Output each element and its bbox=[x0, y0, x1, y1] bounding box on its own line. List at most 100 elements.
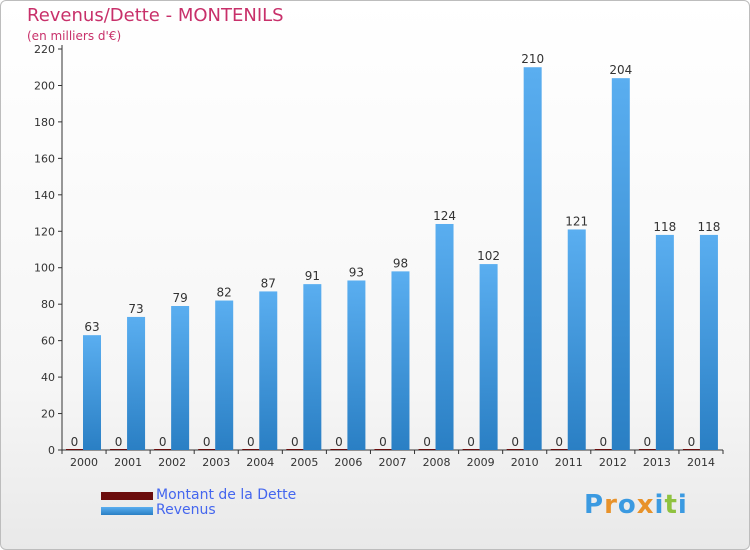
logo-letter: r bbox=[604, 490, 618, 520]
bar-revenus bbox=[127, 316, 146, 450]
y-tick-label: 180 bbox=[34, 116, 55, 129]
bar-revenus bbox=[391, 271, 410, 450]
x-tick-label: 2008 bbox=[423, 456, 451, 469]
y-tick-label: 20 bbox=[41, 408, 55, 421]
legend-swatch-revenus bbox=[101, 507, 153, 515]
bar-revenus bbox=[611, 78, 630, 450]
logo-letter: P bbox=[584, 490, 605, 520]
bar-revenus bbox=[567, 229, 586, 450]
x-tick-label: 2013 bbox=[643, 456, 671, 469]
bar-revenus bbox=[347, 280, 366, 450]
data-label-dette: 0 bbox=[379, 435, 387, 449]
x-tick-label: 2001 bbox=[114, 456, 142, 469]
data-label-dette: 0 bbox=[335, 435, 343, 449]
data-label-dette: 0 bbox=[159, 435, 167, 449]
logo-letter: x bbox=[636, 490, 655, 520]
bar-dette bbox=[550, 449, 568, 450]
y-tick-label: 200 bbox=[34, 79, 55, 92]
x-tick-label: 2010 bbox=[511, 456, 539, 469]
bar-revenus bbox=[215, 300, 234, 450]
data-label-dette: 0 bbox=[467, 435, 475, 449]
x-tick-label: 2005 bbox=[290, 456, 318, 469]
y-tick-label: 40 bbox=[41, 371, 55, 384]
bar-revenus bbox=[523, 67, 542, 451]
x-tick-label: 2003 bbox=[202, 456, 230, 469]
data-label-dette: 0 bbox=[203, 435, 211, 449]
bar-dette bbox=[418, 449, 436, 450]
data-label-revenus: 102 bbox=[477, 249, 500, 263]
bar-dette bbox=[462, 449, 480, 450]
data-label-revenus: 93 bbox=[349, 265, 364, 279]
bar-dette bbox=[374, 449, 392, 450]
bar-revenus bbox=[435, 223, 454, 450]
data-label-revenus: 91 bbox=[305, 269, 320, 283]
chart-labels: 2000 0 63 2001 0 73 2002 0 79 2003 0 82 2004 0 87 2005 0… bbox=[70, 52, 720, 469]
data-label-dette: 0 bbox=[511, 435, 519, 449]
x-tick-label: 2004 bbox=[246, 456, 274, 469]
data-label-dette: 0 bbox=[644, 435, 652, 449]
y-tick-label: 160 bbox=[34, 152, 55, 165]
bar-revenus bbox=[259, 291, 278, 450]
bar-revenus bbox=[699, 234, 718, 450]
logo-letter: o bbox=[617, 490, 637, 520]
data-label-revenus: 124 bbox=[433, 209, 456, 223]
data-label-dette: 0 bbox=[247, 435, 255, 449]
data-label-dette: 0 bbox=[423, 435, 431, 449]
data-label-revenus: 118 bbox=[653, 220, 676, 234]
x-tick-label: 2014 bbox=[687, 456, 715, 469]
data-label-dette: 0 bbox=[71, 435, 79, 449]
y-tick-label: 220 bbox=[34, 43, 55, 56]
data-label-revenus: 121 bbox=[565, 214, 588, 228]
legend-swatch-dette bbox=[101, 492, 153, 500]
data-label-revenus: 204 bbox=[609, 63, 632, 77]
logo-letter: t bbox=[664, 490, 678, 520]
bar-revenus bbox=[303, 284, 322, 450]
x-tick-label: 2012 bbox=[599, 456, 627, 469]
y-tick-label: 140 bbox=[34, 189, 55, 202]
bar-dette bbox=[506, 449, 524, 450]
bar-revenus bbox=[171, 306, 190, 450]
bar-revenus bbox=[83, 335, 101, 450]
x-tick-label: 2006 bbox=[334, 456, 362, 469]
bar-dette bbox=[638, 449, 656, 450]
bar-dette bbox=[242, 449, 260, 450]
data-label-revenus: 210 bbox=[521, 52, 544, 66]
data-label-dette: 0 bbox=[291, 435, 299, 449]
y-tick-label: 80 bbox=[41, 298, 55, 311]
legend-label-dette: Montant de la Dette bbox=[156, 487, 297, 503]
bar-dette bbox=[198, 449, 216, 450]
chart-subtitle: (en milliers d'€) bbox=[27, 29, 122, 43]
data-label-revenus: 73 bbox=[128, 302, 143, 316]
data-label-revenus: 118 bbox=[697, 220, 720, 234]
data-label-dette: 0 bbox=[555, 435, 563, 449]
proxiti-logo: Proxiti bbox=[584, 490, 688, 520]
bar-dette bbox=[66, 449, 83, 450]
y-tick-label: 60 bbox=[41, 335, 55, 348]
data-label-dette: 0 bbox=[115, 435, 123, 449]
legend-label-revenus: Revenus bbox=[156, 502, 216, 518]
bar-dette bbox=[110, 449, 128, 450]
data-label-revenus: 63 bbox=[84, 320, 99, 334]
x-tick-label: 2009 bbox=[467, 456, 495, 469]
y-tick-label: 120 bbox=[34, 225, 55, 238]
bar-revenus bbox=[655, 234, 674, 450]
bar-dette bbox=[154, 449, 172, 450]
bar-dette bbox=[594, 449, 612, 450]
chart-bars bbox=[66, 67, 718, 451]
data-label-dette: 0 bbox=[688, 435, 696, 449]
bar-dette bbox=[286, 449, 304, 450]
logo-letter: i bbox=[677, 490, 688, 520]
x-tick-label: 2000 bbox=[70, 456, 98, 469]
data-label-revenus: 82 bbox=[217, 286, 232, 300]
x-tick-label: 2007 bbox=[379, 456, 407, 469]
y-tick-label: 0 bbox=[48, 444, 55, 457]
bar-dette bbox=[682, 449, 700, 450]
data-label-revenus: 79 bbox=[172, 291, 187, 305]
chart-title: Revenus/Dette - MONTENILS bbox=[27, 5, 284, 26]
bar-revenus bbox=[479, 264, 498, 450]
data-label-revenus: 87 bbox=[261, 276, 276, 290]
y-tick-label: 100 bbox=[34, 262, 55, 275]
logo-letter: i bbox=[654, 490, 665, 520]
